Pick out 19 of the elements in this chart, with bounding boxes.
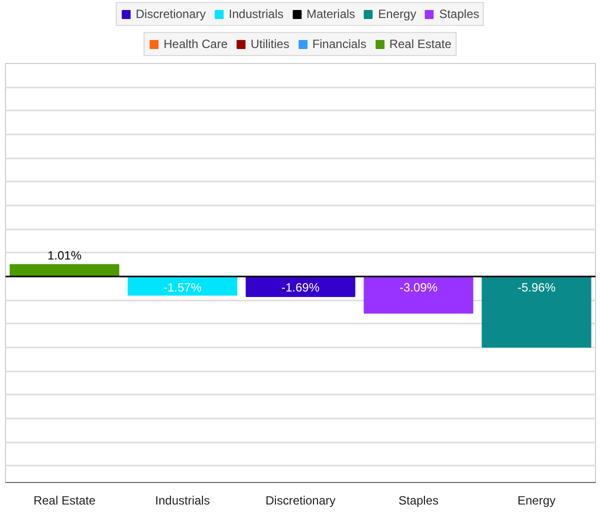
x-tick-label: Real Estate xyxy=(33,494,96,508)
legend-label: Real Estate xyxy=(389,37,452,51)
x-tick-label: Energy xyxy=(517,494,556,508)
data-label: 1.01% xyxy=(47,248,82,263)
data-label: -1.57% xyxy=(163,280,202,295)
data-label: -1.69% xyxy=(281,280,320,295)
legend-label: Energy xyxy=(378,7,416,21)
legend-label: Health Care xyxy=(164,37,228,51)
data-label: -5.96% xyxy=(517,280,556,295)
legend-label: Staples xyxy=(439,7,480,21)
x-tick-label: Discretionary xyxy=(265,494,336,508)
legend-label: Discretionary xyxy=(136,7,206,21)
legend-label: Utilities xyxy=(250,37,290,51)
legend-label: Materials xyxy=(306,7,356,21)
x-tick-label: Staples xyxy=(398,494,439,508)
data-label: -3.09% xyxy=(399,280,438,295)
legend-label: Financials xyxy=(312,37,366,51)
legend-label: Industrials xyxy=(228,7,284,21)
x-tick-label: Industrials xyxy=(155,494,210,508)
